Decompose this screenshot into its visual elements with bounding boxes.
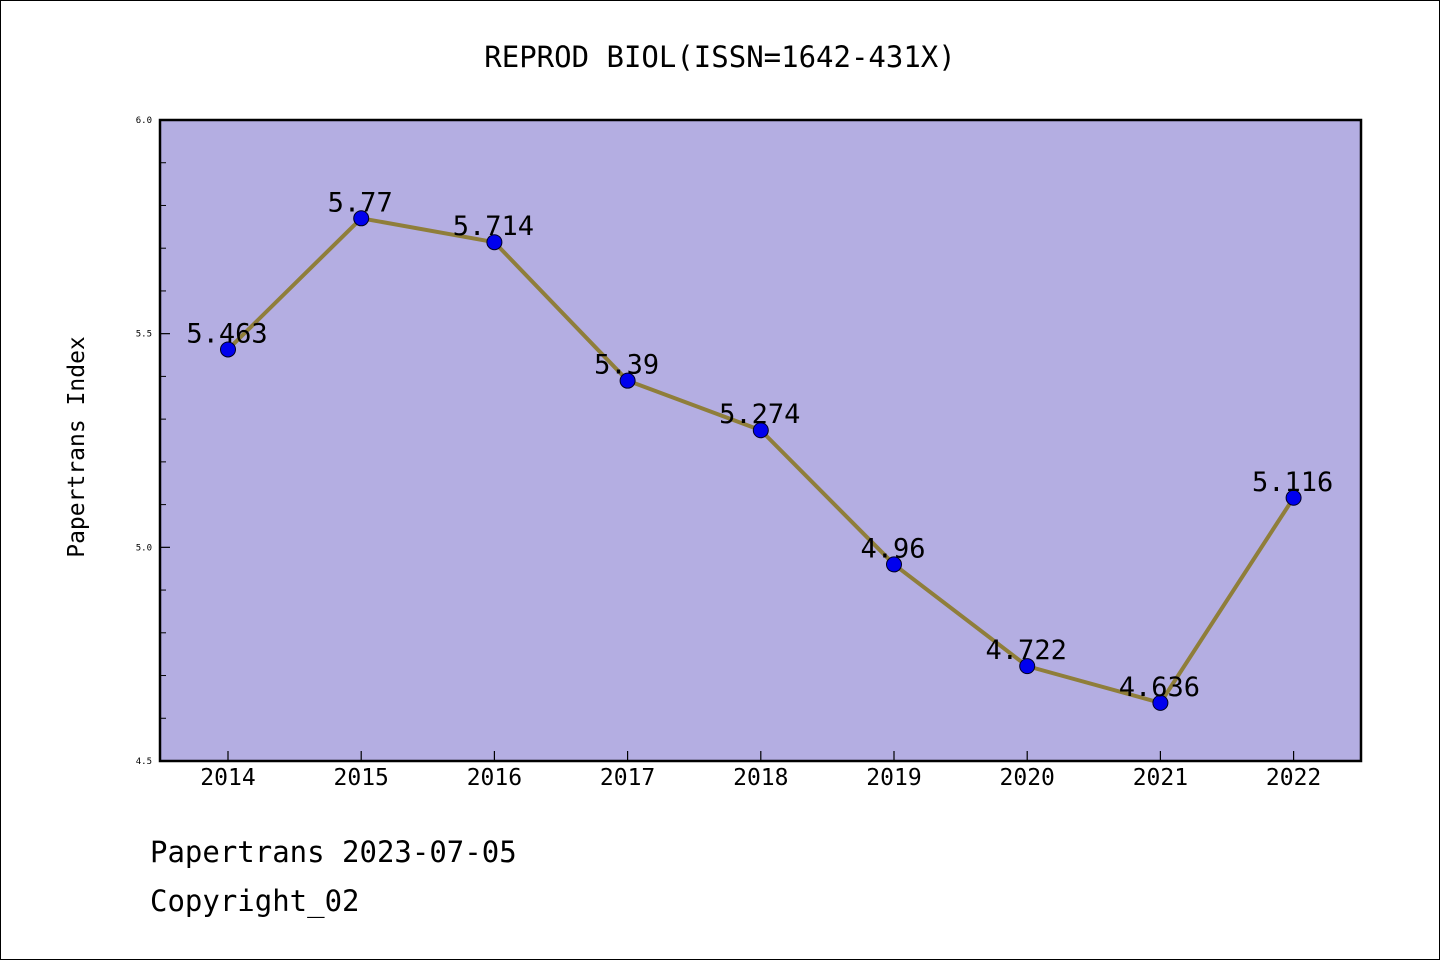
data-point <box>486 234 503 251</box>
data-label: 5.116 <box>1252 467 1333 498</box>
data-labels: 5.463 5.77 5.714 5.39 5.274 4.96 4.722 4.636 5.1… <box>186 187 1333 703</box>
footer-date: Papertrans 2023-07-05 <box>150 835 517 869</box>
x-axis-ticks: 2014 2015 2016 2017 2018 2019 2020 2021 2022 <box>200 751 1321 791</box>
data-point <box>1019 658 1036 675</box>
x-tick-label: 2016 <box>467 765 522 791</box>
x-tick-label: 2015 <box>334 765 389 791</box>
x-tick-label: 2022 <box>1266 765 1321 791</box>
x-tick-label: 2018 <box>733 765 788 791</box>
y-tick-label: 6.0 <box>136 116 152 126</box>
y-axis-ticks: 4.5 5.0 5.5 6.0 <box>136 116 170 767</box>
data-label: 4.722 <box>986 635 1067 666</box>
data-point <box>1152 694 1169 711</box>
x-tick-label: 2021 <box>1133 765 1188 791</box>
footer-copyright: Copyright_02 <box>150 884 360 918</box>
data-label: 5.714 <box>453 211 534 242</box>
data-label: 5.274 <box>719 399 800 430</box>
data-point <box>619 372 636 389</box>
data-label: 4.636 <box>1119 672 1200 703</box>
x-tick-label: 2014 <box>200 765 255 791</box>
plot-area <box>158 118 1363 763</box>
y-tick-label: 5.0 <box>136 543 152 553</box>
y-tick-label: 4.5 <box>136 757 152 767</box>
data-points <box>220 210 1302 711</box>
x-tick-label: 2020 <box>1000 765 1055 791</box>
y-tick-label: 5.5 <box>136 330 152 340</box>
y-minor-ticks <box>160 162 166 719</box>
data-point <box>353 210 370 227</box>
data-label: 5.77 <box>328 187 393 218</box>
x-tick-label: 2019 <box>866 765 921 791</box>
chart-title: REPROD BIOL(ISSN=1642-431X) <box>484 40 955 74</box>
data-label: 5.39 <box>594 350 659 381</box>
x-tick-label: 2017 <box>600 765 655 791</box>
data-label: 4.96 <box>860 533 925 564</box>
data-point <box>886 556 902 573</box>
data-point <box>220 341 236 358</box>
data-label: 5.463 <box>186 318 267 349</box>
data-point <box>1285 489 1302 506</box>
y-axis-label: Papertrans Index <box>64 336 90 558</box>
data-point <box>752 422 769 439</box>
